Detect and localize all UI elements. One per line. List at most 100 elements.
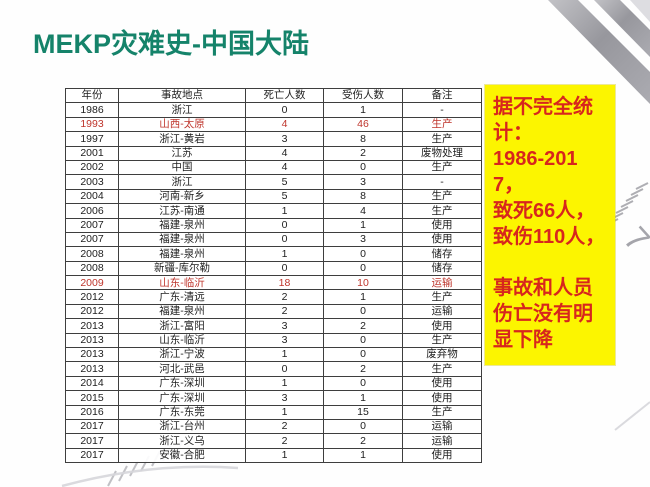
caliper-edge-faint bbox=[614, 401, 650, 431]
cell-year: 2002 bbox=[65, 159, 119, 176]
cell-location: 广东-东莞 bbox=[118, 404, 246, 420]
note-line: 据不完全统计： bbox=[493, 96, 593, 144]
accident-table: 年份 事故地点 死亡人数 受伤人数 备注 1986 浙江 0 1-1993 山西-太原 4 46 生产… bbox=[65, 87, 482, 464]
cell-deaths: 5 bbox=[245, 174, 324, 190]
cell-year: 2008 bbox=[65, 246, 119, 262]
note-line: 事故和人员伤亡没有明显下降 bbox=[493, 277, 593, 351]
cell-note: 储存 bbox=[402, 246, 482, 262]
cell-note: 运输 bbox=[402, 418, 482, 435]
table-header-row: 年份 事故地点 死亡人数 受伤人数 备注 bbox=[65, 87, 482, 104]
cell-location: 江苏 bbox=[118, 145, 246, 161]
cell-deaths: 0 bbox=[245, 217, 324, 233]
table-row: 2017 浙江-义乌 2 2 运输 bbox=[65, 433, 482, 449]
cell-year: 2001 bbox=[65, 145, 119, 161]
cell-injuries: 2 bbox=[323, 433, 403, 449]
cell-injuries: 1 bbox=[323, 390, 403, 406]
cell-note: 运输 bbox=[402, 275, 482, 291]
cell-injuries: 1 bbox=[323, 447, 403, 464]
column-header: 受伤人数 bbox=[323, 87, 403, 104]
cell-year: 2008 bbox=[65, 260, 119, 277]
cell-year: 2006 bbox=[65, 203, 119, 219]
cell-location: 浙江-台州 bbox=[118, 418, 246, 435]
cell-deaths: 3 bbox=[245, 318, 324, 334]
column-header: 事故地点 bbox=[118, 87, 246, 104]
cell-injuries: 8 bbox=[323, 188, 403, 205]
table-row: 2015 广东-深圳 3 1 使用 bbox=[65, 390, 482, 406]
cell-year: 2017 bbox=[65, 418, 119, 435]
cell-injuries: 8 bbox=[323, 131, 403, 147]
cell-location: 广东-清远 bbox=[118, 289, 246, 305]
cell-location: 山西-太原 bbox=[118, 116, 246, 133]
cell-location: 江苏-南通 bbox=[118, 203, 246, 219]
cell-deaths: 4 bbox=[245, 145, 324, 161]
cell-location: 山东-临沂 bbox=[118, 275, 246, 291]
cell-location: 福建-泉州 bbox=[118, 246, 246, 262]
cell-location: 广东-深圳 bbox=[118, 390, 246, 406]
cell-location: 河南-新乡 bbox=[118, 188, 246, 205]
cell-deaths: 2 bbox=[245, 433, 324, 449]
cell-year: 2012 bbox=[65, 289, 119, 305]
cell-note: 使用 bbox=[402, 447, 482, 464]
cell-year: 2004 bbox=[65, 188, 119, 205]
note-line: 致死66人， bbox=[493, 200, 596, 222]
cell-year: 2009 bbox=[65, 275, 119, 291]
column-header: 年份 bbox=[65, 87, 119, 104]
cell-year: 2017 bbox=[65, 433, 119, 449]
cell-location: 河北-武邑 bbox=[118, 361, 246, 377]
cell-year: 1993 bbox=[65, 116, 119, 133]
cell-deaths: 0 bbox=[245, 102, 324, 118]
cell-deaths: 4 bbox=[245, 159, 324, 176]
cell-deaths: 1 bbox=[245, 246, 324, 262]
cell-injuries: 2 bbox=[323, 145, 403, 161]
column-header: 备注 bbox=[402, 87, 482, 104]
cell-note: 运输 bbox=[402, 433, 482, 449]
note-line: 1986-2017， bbox=[493, 148, 578, 196]
cell-injuries: 2 bbox=[323, 361, 403, 377]
cell-injuries: 0 bbox=[323, 418, 403, 435]
table-row: 1997 浙江-黄岩 3 8 生产 bbox=[65, 131, 482, 147]
cell-location: 山东-临沂 bbox=[118, 332, 246, 349]
table-row: 2013 山东-临沂 3 0 生产 bbox=[65, 332, 482, 349]
cell-location: 安徽-合肥 bbox=[118, 447, 246, 464]
cell-year: 2007 bbox=[65, 217, 119, 233]
cell-deaths: 3 bbox=[245, 332, 324, 349]
cell-note: 生产 bbox=[402, 116, 482, 133]
cell-note: 生产 bbox=[402, 203, 482, 219]
cell-note: 使用 bbox=[402, 231, 482, 248]
cell-location: 福建-泉州 bbox=[118, 231, 246, 248]
cell-note: - bbox=[402, 102, 482, 118]
cell-note: 使用 bbox=[402, 390, 482, 406]
cell-location: 福建-泉州 bbox=[118, 303, 246, 320]
cell-deaths: 1 bbox=[245, 404, 324, 420]
table-row: 2008 新疆-库尔勒 0 0 储存 bbox=[65, 260, 482, 277]
table-row: 1986 浙江 0 1- bbox=[65, 102, 482, 118]
cell-location: 新疆-库尔勒 bbox=[118, 260, 246, 277]
cell-year: 2016 bbox=[65, 404, 119, 420]
cell-year: 1986 bbox=[65, 102, 119, 118]
cell-note: 使用 bbox=[402, 318, 482, 334]
caliper-arm-band bbox=[594, 0, 650, 57]
cell-location: 广东-深圳 bbox=[118, 375, 246, 392]
table-row: 1993 山西-太原 4 46 生产 bbox=[65, 116, 482, 133]
cell-location: 中国 bbox=[118, 159, 246, 176]
cell-year: 2015 bbox=[65, 390, 119, 406]
cell-location: 浙江-义乌 bbox=[118, 433, 246, 449]
cell-year: 2014 bbox=[65, 375, 119, 392]
cell-year: 2013 bbox=[65, 361, 119, 377]
cell-injuries: 15 bbox=[323, 404, 403, 420]
cell-deaths: 18 bbox=[245, 275, 324, 291]
cell-location: 浙江 bbox=[118, 102, 246, 118]
cell-deaths: 2 bbox=[245, 418, 324, 435]
cell-year: 2013 bbox=[65, 318, 119, 334]
table-row: 2012 广东-清远 2 1 生产 bbox=[65, 289, 482, 305]
cell-injuries: 0 bbox=[323, 375, 403, 392]
cell-injuries: 46 bbox=[323, 116, 403, 133]
cell-deaths: 0 bbox=[245, 231, 324, 248]
caliper-arm-band bbox=[548, 0, 650, 104]
cell-note: 生产 bbox=[402, 332, 482, 349]
caliper-corner-shade bbox=[630, 0, 650, 22]
table-row: 2002 中国 4 0 生产 bbox=[65, 159, 482, 176]
table-row: 2013 河北-武邑 0 2 生产 bbox=[65, 361, 482, 377]
cell-location: 福建-泉州 bbox=[118, 217, 246, 233]
